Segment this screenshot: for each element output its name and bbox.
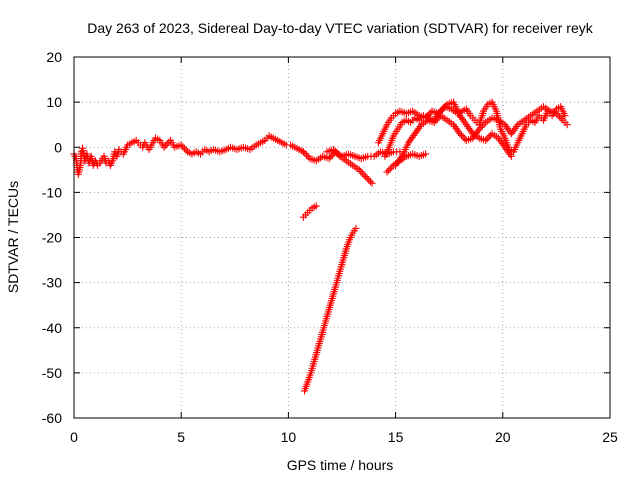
chart-title: Day 263 of 2023, Sidereal Day-to-day VTE…: [87, 20, 593, 36]
y-tick-label: -20: [42, 230, 62, 246]
data-point: [312, 202, 320, 210]
y-axis-label: SDTVAR / TECUs: [5, 181, 21, 293]
axis-ticks: 0 5 10 15 20 25 -60 -50 -40 -30 -20 -10 0 10 20: [42, 49, 618, 445]
plot-frame: [73, 56, 611, 419]
data-point: [507, 152, 515, 160]
x-tick-label: 25: [602, 429, 618, 445]
y-tick-label: 20: [46, 49, 62, 65]
data-point: [422, 150, 430, 158]
y-tick-label: 10: [46, 94, 62, 110]
y-tick-label: -40: [42, 320, 62, 336]
y-tick-label: -30: [42, 275, 62, 291]
data-points: [70, 98, 571, 395]
y-tick-label: -10: [42, 184, 62, 200]
x-tick-label: 15: [388, 429, 404, 445]
x-tick-label: 20: [495, 429, 511, 445]
y-tick-label: 0: [54, 139, 62, 155]
data-point: [561, 112, 569, 120]
y-tick-label: -50: [42, 365, 62, 381]
x-tick-label: 10: [281, 429, 297, 445]
x-tick-label: 5: [177, 429, 185, 445]
x-tick-label: 0: [70, 429, 78, 445]
y-tick-label: -60: [42, 410, 62, 426]
x-axis-label: GPS time / hours: [287, 457, 394, 473]
data-point: [368, 179, 376, 187]
data-point: [352, 224, 360, 233]
data-point: [563, 121, 571, 129]
grid: [74, 57, 610, 418]
